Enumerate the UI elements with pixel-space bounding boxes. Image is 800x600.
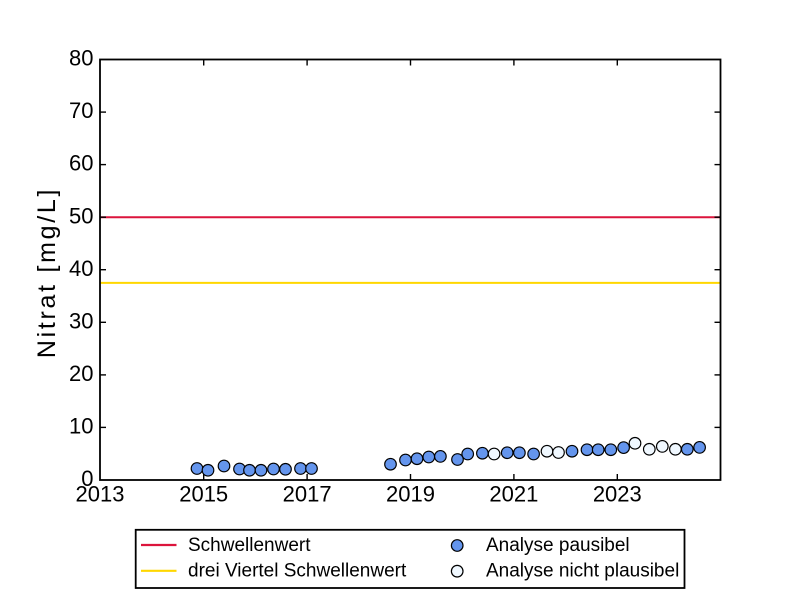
svg-text:2013: 2013 — [76, 482, 125, 507]
svg-text:10: 10 — [69, 414, 93, 439]
svg-text:Analyse pausibel: Analyse pausibel — [486, 535, 630, 556]
svg-text:2023: 2023 — [593, 482, 642, 507]
svg-text:40: 40 — [69, 256, 93, 281]
svg-text:drei Viertel Schwellenwert: drei Viertel Schwellenwert — [188, 561, 407, 582]
svg-text:2019: 2019 — [386, 482, 435, 507]
svg-text:2017: 2017 — [283, 482, 332, 507]
svg-text:60: 60 — [69, 151, 93, 176]
svg-text:Schwellenwert: Schwellenwert — [188, 535, 311, 556]
svg-text:20: 20 — [69, 361, 93, 386]
svg-text:Nitrat [mg/L]: Nitrat [mg/L] — [33, 187, 61, 358]
svg-text:50: 50 — [69, 203, 93, 228]
svg-text:2015: 2015 — [179, 482, 228, 507]
svg-text:70: 70 — [69, 98, 93, 123]
svg-text:80: 80 — [69, 46, 93, 71]
svg-text:0: 0 — [81, 466, 93, 491]
svg-text:2021: 2021 — [489, 482, 538, 507]
svg-text:30: 30 — [69, 308, 93, 333]
svg-text:Analyse nicht plausibel: Analyse nicht plausibel — [486, 561, 679, 582]
